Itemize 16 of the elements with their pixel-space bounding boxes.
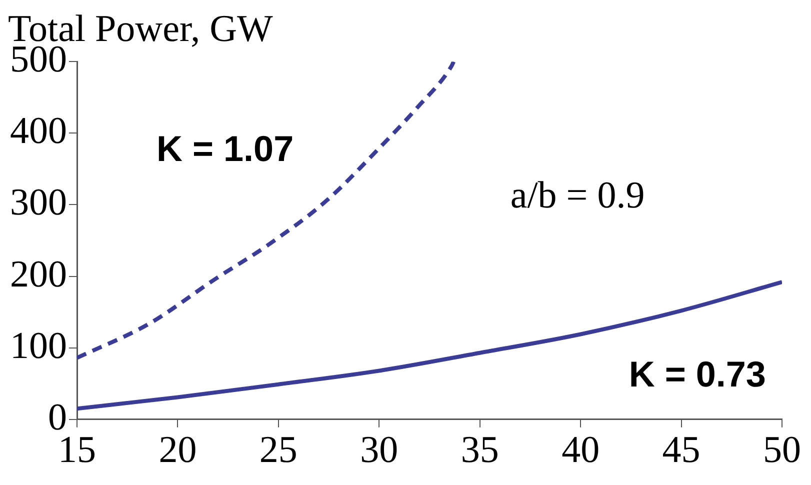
y-tick-label: 200 — [10, 253, 67, 296]
x-tick-label: 20 — [158, 429, 197, 472]
y-tick-label: 300 — [10, 182, 67, 224]
x-tick-label: 30 — [360, 429, 398, 472]
line-series — [77, 280, 782, 411]
x-tick-label: 45 — [662, 429, 700, 472]
annotation: a/b = 0.9 — [510, 174, 645, 217]
y-tick-label: 100 — [10, 324, 67, 367]
line-series — [77, 62, 456, 360]
x-tick-label: 35 — [460, 429, 499, 472]
x-tick-label: 50 — [763, 429, 801, 472]
y-tick-label: 400 — [10, 110, 67, 152]
annotation: K = 1.07 — [156, 128, 294, 169]
annotation: K = 0.73 — [628, 353, 766, 394]
x-tick-label: 25 — [259, 429, 298, 472]
x-tick-label: 40 — [562, 429, 600, 472]
